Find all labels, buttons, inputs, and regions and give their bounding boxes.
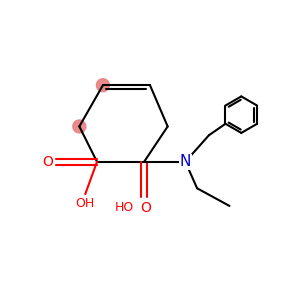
- Circle shape: [96, 79, 110, 92]
- Text: O: O: [140, 201, 151, 214]
- Text: N: N: [180, 154, 191, 169]
- Text: O: O: [43, 155, 53, 169]
- Text: HO: HO: [115, 201, 134, 214]
- Circle shape: [73, 120, 86, 133]
- Text: OH: OH: [76, 197, 95, 210]
